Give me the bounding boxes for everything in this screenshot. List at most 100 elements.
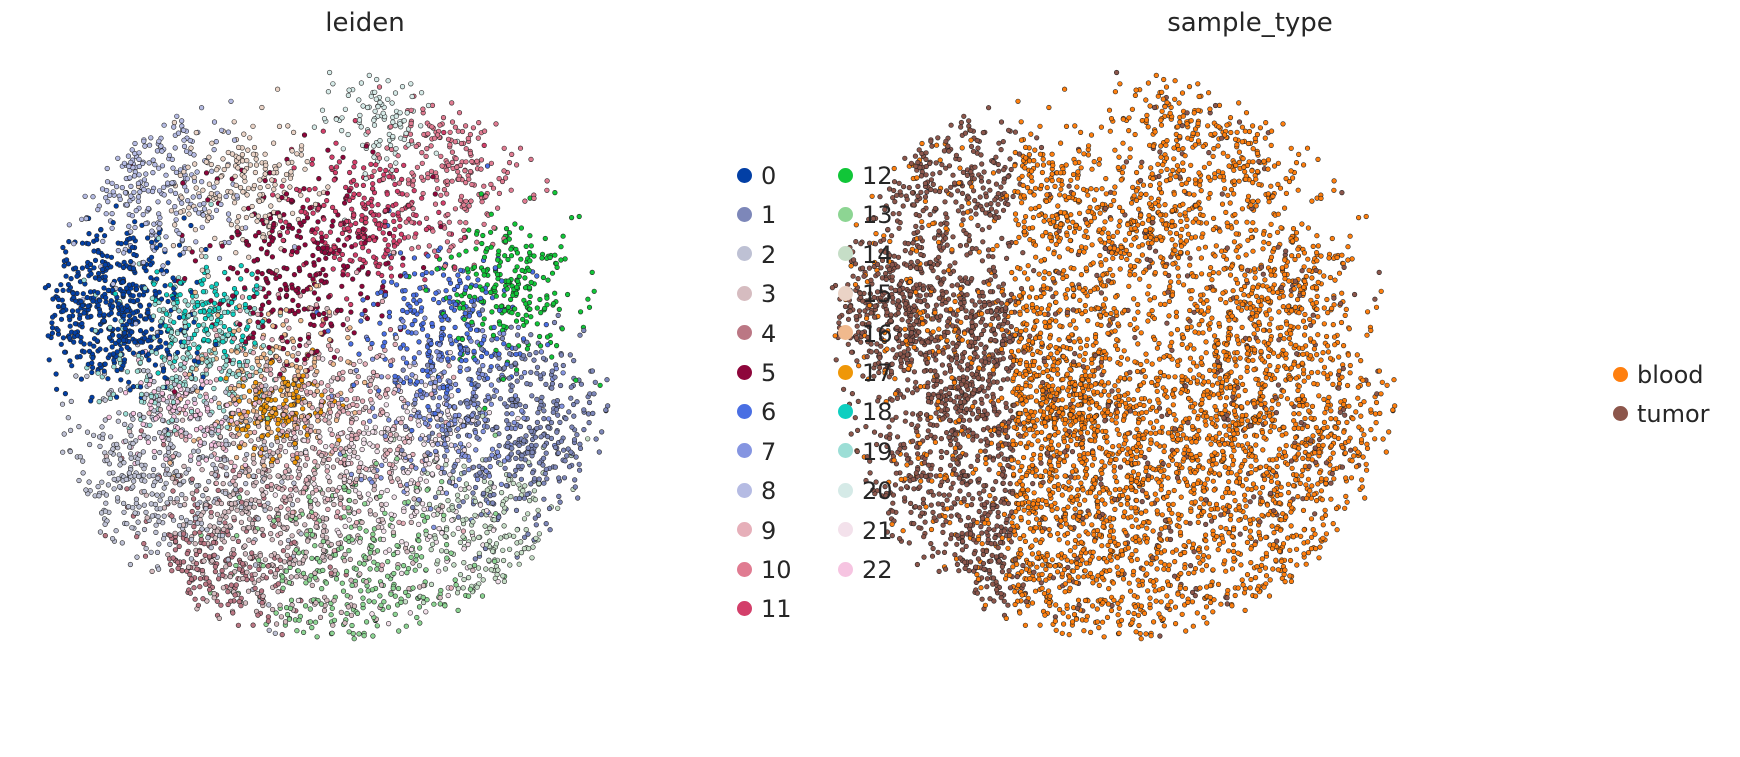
scatter-point xyxy=(78,376,84,382)
scatter-point xyxy=(117,262,123,268)
scatter-point xyxy=(412,567,418,573)
scatter-point xyxy=(205,535,211,541)
scatter-point xyxy=(391,551,397,558)
scatter-point xyxy=(372,512,378,518)
scatter-point xyxy=(452,577,458,583)
scatter-point xyxy=(511,533,517,539)
scatter-point xyxy=(118,241,124,247)
scatter-point xyxy=(441,129,447,136)
scatter-point xyxy=(340,154,346,160)
scatter-point xyxy=(369,405,376,411)
scatter-point xyxy=(204,598,210,604)
scatter-point xyxy=(448,385,454,391)
scatter-point xyxy=(292,557,298,563)
scatter-point xyxy=(270,192,276,198)
scatter-point xyxy=(131,251,137,258)
scatter-point xyxy=(357,560,363,566)
scatter-point xyxy=(309,445,316,451)
scatter-point xyxy=(132,140,138,147)
scatter-point xyxy=(306,187,312,193)
scatter-point xyxy=(169,180,175,186)
scatter-point xyxy=(172,145,178,151)
scatter-point xyxy=(369,611,375,617)
scatter-point xyxy=(113,528,119,534)
scatter-point xyxy=(407,432,413,438)
scatter-point xyxy=(245,324,251,330)
scatter-point xyxy=(213,341,219,348)
scatter-point xyxy=(96,399,102,405)
scatter-point xyxy=(344,593,350,599)
scatter-point xyxy=(497,396,504,402)
scatter-point xyxy=(418,379,425,385)
scatter-point xyxy=(97,529,103,535)
scatter-point xyxy=(552,190,558,196)
scatter-point xyxy=(182,502,188,508)
scatter-point xyxy=(388,273,395,279)
scatter-point xyxy=(275,517,281,523)
scatter-point xyxy=(87,261,94,268)
scatter-point xyxy=(161,442,167,448)
scatter-point xyxy=(457,351,463,357)
scatter-point xyxy=(196,322,202,329)
scatter-point xyxy=(247,372,253,379)
scatter-point xyxy=(113,203,119,209)
scatter-point xyxy=(106,414,112,420)
scatter-point xyxy=(443,548,450,555)
scatter-point xyxy=(256,577,262,583)
scatter-point xyxy=(283,318,290,324)
scatter-point xyxy=(456,176,462,182)
scatter-point xyxy=(219,127,225,133)
scatter-point xyxy=(278,530,284,537)
scatter-point xyxy=(182,371,188,377)
scatter-point xyxy=(309,582,315,589)
scatter-point xyxy=(101,233,108,239)
scatter-point xyxy=(419,195,425,201)
scatter-point xyxy=(338,494,344,500)
scatter-point xyxy=(330,361,336,367)
scatter-point xyxy=(529,449,535,455)
scatter-point xyxy=(528,369,534,375)
scatter-point xyxy=(215,487,221,494)
scatter-point xyxy=(111,486,117,492)
scatter-point xyxy=(486,473,493,479)
scatter-point xyxy=(395,476,401,482)
scatter-point xyxy=(444,555,450,561)
scatter-point xyxy=(389,167,395,173)
scatter-point xyxy=(544,187,550,193)
scatter-point xyxy=(231,514,237,521)
scatter-point xyxy=(440,385,447,391)
scatter-point xyxy=(417,476,424,482)
scatter-point xyxy=(346,188,353,194)
scatter-point xyxy=(362,308,368,314)
scatter-point xyxy=(374,566,380,572)
scatter-point xyxy=(467,563,473,570)
scatter-point xyxy=(207,523,213,529)
scatter-point xyxy=(246,537,252,543)
scatter-point xyxy=(515,415,521,422)
scatter-point xyxy=(216,441,222,447)
scatter-point xyxy=(145,338,151,344)
scatter-point xyxy=(200,493,206,499)
scatter-point xyxy=(386,470,393,476)
scatter-point xyxy=(269,442,275,448)
scatter-point xyxy=(479,346,485,352)
scatter-point xyxy=(392,593,398,599)
scatter-point xyxy=(384,156,390,162)
scatter-point xyxy=(135,198,141,204)
scatter-point xyxy=(148,393,154,400)
scatter-point xyxy=(151,466,157,473)
scatter-point xyxy=(396,519,402,525)
scatter-point xyxy=(171,286,177,292)
scatter-point xyxy=(287,184,293,190)
scatter-point xyxy=(446,231,452,237)
scatter-point xyxy=(193,239,199,245)
scatter-point xyxy=(307,577,313,583)
scatter-point xyxy=(221,348,228,355)
scatter-point xyxy=(367,418,373,424)
scatter-point xyxy=(506,160,513,166)
scatter-point xyxy=(72,265,79,271)
scatter-point xyxy=(496,176,502,182)
scatter-point xyxy=(79,240,86,246)
scatter-point xyxy=(360,297,366,303)
scatter-point xyxy=(137,313,144,319)
